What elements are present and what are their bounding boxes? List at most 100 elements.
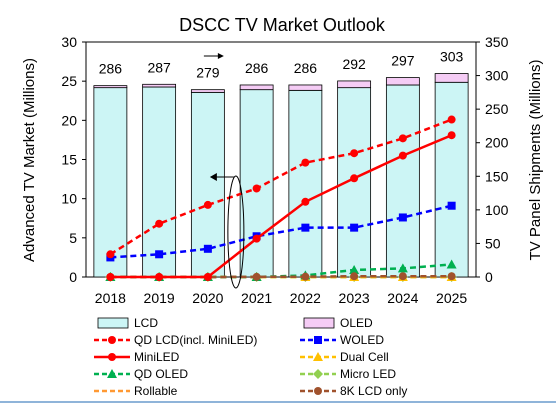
legend-item-rollable: Rollable: [94, 384, 178, 398]
legend-item-oled: OLED: [303, 316, 373, 330]
bar-lcd-2025: [434, 81, 469, 278]
data-point-qd-oled: [397, 263, 408, 273]
legend-swatch: [303, 317, 335, 329]
left-tick-label: 30: [61, 34, 77, 50]
bar-total-label-2024: 297: [391, 53, 415, 69]
legend-item-8k-lcd-only: 8K LCD only: [300, 384, 407, 398]
right-tick-label: 100: [485, 202, 509, 218]
data-point-qd-lcd-incl-miniled-: [203, 200, 212, 209]
annotation-right-arrow-head: [217, 53, 224, 59]
annotation-ellipse: [227, 175, 245, 289]
x-tick-label-2025: 2025: [436, 290, 467, 306]
data-point-8k-lcd-only: [301, 272, 310, 281]
bar-total-label-2022: 286: [294, 60, 318, 76]
data-point-qd-oled: [446, 259, 457, 269]
bar-lcd-2024: [385, 84, 420, 278]
bar-oled-2022: [288, 84, 323, 91]
bar-total-label-2025: 303: [440, 49, 464, 65]
right-tick-label: 350: [485, 34, 509, 50]
legend-item-qd-lcd-incl-miniled-: QD LCD(incl. MiniLED): [94, 333, 257, 347]
series-line-miniled: [110, 134, 453, 279]
legend-label: WOLED: [340, 333, 384, 347]
data-point-8k-lcd-only: [350, 272, 359, 281]
data-point-qd-lcd-incl-miniled-: [301, 158, 310, 167]
bar-total-label-2021: 286: [245, 60, 269, 76]
bar-total-label-2020: 279: [196, 65, 220, 81]
legend-item-dual-cell: Dual Cell: [300, 350, 389, 364]
right-tick-label: 250: [485, 101, 509, 117]
right-axis-label: TV Panel Shipments (Millions): [527, 60, 544, 261]
data-point-woled: [301, 223, 310, 232]
bar-total-label-2018: 286: [99, 61, 123, 77]
right-tick-label: 150: [485, 168, 509, 184]
data-point-qd-lcd-incl-miniled-: [252, 184, 261, 193]
legend-swatch-marker: [314, 387, 322, 395]
legend-label: 8K LCD only: [340, 384, 407, 398]
legend-swatch-marker: [107, 369, 117, 378]
data-point-8k-lcd-only: [447, 272, 456, 281]
left-tick-label: 5: [69, 230, 77, 246]
x-tick-label-2018: 2018: [95, 290, 126, 306]
data-point-woled: [350, 223, 359, 232]
legend-item-qd-oled: QD OLED: [94, 367, 188, 381]
legend-item-micro-led: Micro LED: [300, 367, 396, 381]
data-point-woled: [203, 244, 212, 253]
bar-oled-2025: [434, 73, 469, 83]
bar-oled-2024: [385, 77, 420, 86]
data-point-miniled: [447, 131, 456, 140]
legend-label: MiniLED: [134, 350, 180, 364]
data-point-miniled: [350, 174, 359, 183]
x-tick-label-2022: 2022: [290, 290, 321, 306]
legend-label: QD LCD(incl. MiniLED): [134, 333, 257, 347]
plot-area: 286 287 279 286 286 292 297 3030510152025300501…: [61, 34, 508, 306]
legend: LCD OLED QD LCD(incl. MiniLED) WOLED MiniLED…: [94, 316, 407, 398]
bar-lcd-2018: [93, 87, 128, 278]
data-point-8k-lcd-only: [398, 272, 407, 281]
legend-swatch-marker: [313, 369, 323, 379]
legend-swatch-marker: [314, 336, 322, 344]
data-point-qd-lcd-incl-miniled-: [106, 250, 115, 259]
data-point-woled: [447, 201, 456, 210]
legend-swatch-marker: [108, 336, 116, 344]
right-tick-label: 200: [485, 135, 509, 151]
x-tick-label-2021: 2021: [241, 290, 272, 306]
data-point-miniled: [252, 234, 261, 243]
data-point-miniled: [106, 273, 115, 281]
x-tick-label-2019: 2019: [144, 290, 175, 306]
legend-label: Dual Cell: [340, 350, 389, 364]
bar-total-label-2023: 292: [342, 56, 366, 72]
legend-item-miniled: MiniLED: [94, 350, 180, 364]
data-point-miniled: [301, 197, 310, 206]
left-tick-label: 15: [61, 152, 77, 168]
annotation-left-arrow-head: [209, 173, 217, 181]
bar-oled-2018: [93, 85, 128, 89]
x-tick-label-2023: 2023: [339, 290, 370, 306]
bar-lcd-2022: [288, 89, 323, 278]
bar-oled-2020: [190, 89, 225, 93]
data-point-miniled: [155, 273, 164, 281]
left-tick-label: 10: [61, 191, 77, 207]
bar-oled-2021: [239, 84, 274, 91]
legend-item-woled: WOLED: [300, 333, 384, 347]
bar-oled-2019: [142, 83, 177, 88]
right-tick-label: 50: [485, 235, 501, 251]
bar-oled-2023: [337, 80, 372, 89]
series-line-8k-lcd-only: [110, 274, 452, 279]
bar-lcd-2019: [142, 86, 177, 278]
series-line-woled: [110, 204, 452, 259]
legend-label: QD OLED: [134, 367, 188, 381]
legend-item-lcd: LCD: [97, 316, 158, 330]
legend-label: LCD: [134, 316, 158, 330]
data-point-qd-lcd-incl-miniled-: [398, 134, 407, 143]
legend-swatch: [97, 317, 129, 329]
left-tick-label: 0: [69, 269, 77, 285]
chart-title: DSCC TV Market Outlook: [179, 15, 386, 35]
data-point-qd-lcd-incl-miniled-: [155, 219, 164, 228]
data-point-qd-lcd-incl-miniled-: [447, 115, 456, 124]
right-tick-label: 300: [485, 68, 509, 84]
left-tick-label: 25: [61, 73, 77, 89]
x-tick-label-2024: 2024: [387, 290, 418, 306]
data-point-qd-lcd-incl-miniled-: [350, 149, 359, 158]
